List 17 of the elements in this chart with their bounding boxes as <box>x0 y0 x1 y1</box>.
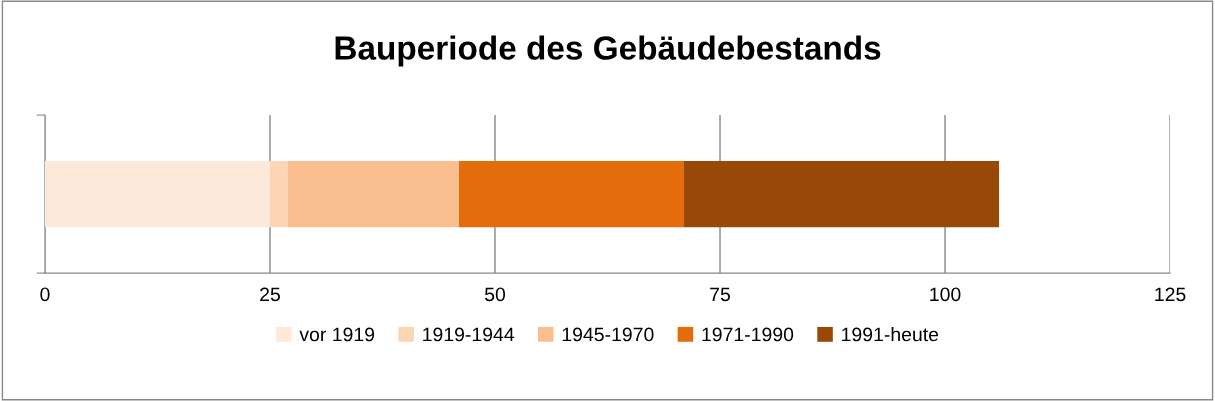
legend-label: 1945-1970 <box>562 327 654 342</box>
x-tick-label: 25 <box>260 287 280 302</box>
legend-label: vor 1919 <box>299 327 375 342</box>
bar <box>287 160 459 228</box>
bar <box>684 160 1000 228</box>
legend-label: 1971-1990 <box>702 327 794 342</box>
bar <box>269 160 288 228</box>
legend-label: 1991-heute <box>842 327 939 342</box>
x-tick-label: 0 <box>40 287 50 302</box>
chart-title: Bauperiode des Gebäudebestands <box>335 35 881 67</box>
x-tick-label: 100 <box>930 287 961 302</box>
x-tick-label: 125 <box>1155 287 1186 302</box>
bar <box>44 160 270 228</box>
x-tick-label: 50 <box>484 287 506 302</box>
bar <box>458 160 685 228</box>
x-tick-label: 75 <box>710 287 731 302</box>
legend-label: 1919-1944 <box>423 327 515 342</box>
